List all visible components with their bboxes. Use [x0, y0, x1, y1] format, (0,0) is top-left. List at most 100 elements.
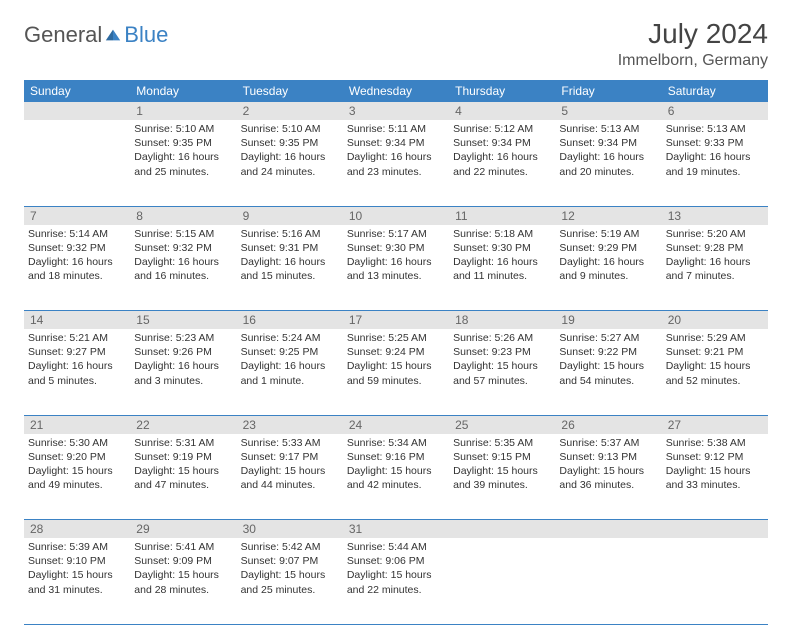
sunset-text: Sunset: 9:34 PM	[453, 136, 551, 150]
sunset-text: Sunset: 9:33 PM	[666, 136, 764, 150]
day-cell: Sunrise: 5:34 AMSunset: 9:16 PMDaylight:…	[343, 434, 449, 520]
day-number: 20	[662, 311, 768, 330]
day-details: Sunrise: 5:16 AMSunset: 9:31 PMDaylight:…	[241, 227, 339, 284]
day-details: Sunrise: 5:12 AMSunset: 9:34 PMDaylight:…	[453, 122, 551, 179]
sunrise-text: Sunrise: 5:34 AM	[347, 436, 445, 450]
sunrise-text: Sunrise: 5:16 AM	[241, 227, 339, 241]
daylight-text: Daylight: 15 hours and 52 minutes.	[666, 359, 764, 387]
sunrise-text: Sunrise: 5:25 AM	[347, 331, 445, 345]
day-details: Sunrise: 5:11 AMSunset: 9:34 PMDaylight:…	[347, 122, 445, 179]
daylight-text: Daylight: 15 hours and 33 minutes.	[666, 464, 764, 492]
day-number: 23	[237, 415, 343, 434]
day-header: Monday	[130, 80, 236, 102]
day-cell: Sunrise: 5:12 AMSunset: 9:34 PMDaylight:…	[449, 120, 555, 206]
day-details: Sunrise: 5:21 AMSunset: 9:27 PMDaylight:…	[28, 331, 126, 388]
day-cell: Sunrise: 5:38 AMSunset: 9:12 PMDaylight:…	[662, 434, 768, 520]
day-cell	[555, 538, 661, 624]
daylight-text: Daylight: 16 hours and 13 minutes.	[347, 255, 445, 283]
day-cell: Sunrise: 5:18 AMSunset: 9:30 PMDaylight:…	[449, 225, 555, 311]
day-number: 25	[449, 415, 555, 434]
day-number-row: 14151617181920	[24, 311, 768, 330]
sunrise-text: Sunrise: 5:33 AM	[241, 436, 339, 450]
day-cell: Sunrise: 5:23 AMSunset: 9:26 PMDaylight:…	[130, 329, 236, 415]
day-cell: Sunrise: 5:13 AMSunset: 9:34 PMDaylight:…	[555, 120, 661, 206]
day-number: 15	[130, 311, 236, 330]
sunrise-text: Sunrise: 5:37 AM	[559, 436, 657, 450]
sunrise-text: Sunrise: 5:13 AM	[666, 122, 764, 136]
day-number: 28	[24, 520, 130, 539]
sunset-text: Sunset: 9:06 PM	[347, 554, 445, 568]
daylight-text: Daylight: 15 hours and 31 minutes.	[28, 568, 126, 596]
sunset-text: Sunset: 9:12 PM	[666, 450, 764, 464]
daylight-text: Daylight: 15 hours and 39 minutes.	[453, 464, 551, 492]
daylight-text: Daylight: 16 hours and 19 minutes.	[666, 150, 764, 178]
sunrise-text: Sunrise: 5:18 AM	[453, 227, 551, 241]
sunset-text: Sunset: 9:35 PM	[241, 136, 339, 150]
day-cell: Sunrise: 5:30 AMSunset: 9:20 PMDaylight:…	[24, 434, 130, 520]
day-details: Sunrise: 5:34 AMSunset: 9:16 PMDaylight:…	[347, 436, 445, 493]
day-number: 13	[662, 206, 768, 225]
day-details: Sunrise: 5:42 AMSunset: 9:07 PMDaylight:…	[241, 540, 339, 597]
sunset-text: Sunset: 9:30 PM	[347, 241, 445, 255]
day-number: 7	[24, 206, 130, 225]
sunset-text: Sunset: 9:34 PM	[347, 136, 445, 150]
sunset-text: Sunset: 9:20 PM	[28, 450, 126, 464]
day-cell: Sunrise: 5:19 AMSunset: 9:29 PMDaylight:…	[555, 225, 661, 311]
day-details: Sunrise: 5:13 AMSunset: 9:33 PMDaylight:…	[666, 122, 764, 179]
day-cell: Sunrise: 5:17 AMSunset: 9:30 PMDaylight:…	[343, 225, 449, 311]
day-header: Friday	[555, 80, 661, 102]
sunset-text: Sunset: 9:24 PM	[347, 345, 445, 359]
day-number	[24, 102, 130, 120]
day-number: 16	[237, 311, 343, 330]
daylight-text: Daylight: 16 hours and 5 minutes.	[28, 359, 126, 387]
day-content-row: Sunrise: 5:39 AMSunset: 9:10 PMDaylight:…	[24, 538, 768, 624]
day-cell: Sunrise: 5:20 AMSunset: 9:28 PMDaylight:…	[662, 225, 768, 311]
day-details: Sunrise: 5:17 AMSunset: 9:30 PMDaylight:…	[347, 227, 445, 284]
day-header-row: Sunday Monday Tuesday Wednesday Thursday…	[24, 80, 768, 102]
day-details: Sunrise: 5:13 AMSunset: 9:34 PMDaylight:…	[559, 122, 657, 179]
day-header: Thursday	[449, 80, 555, 102]
sunrise-text: Sunrise: 5:31 AM	[134, 436, 232, 450]
sunrise-text: Sunrise: 5:30 AM	[28, 436, 126, 450]
day-number-row: 123456	[24, 102, 768, 120]
day-content-row: Sunrise: 5:14 AMSunset: 9:32 PMDaylight:…	[24, 225, 768, 311]
daylight-text: Daylight: 15 hours and 25 minutes.	[241, 568, 339, 596]
day-details: Sunrise: 5:38 AMSunset: 9:12 PMDaylight:…	[666, 436, 764, 493]
sunset-text: Sunset: 9:15 PM	[453, 450, 551, 464]
day-cell	[449, 538, 555, 624]
brand-logo: General Blue	[24, 22, 168, 48]
day-header: Saturday	[662, 80, 768, 102]
day-number: 17	[343, 311, 449, 330]
day-number	[555, 520, 661, 539]
day-number: 11	[449, 206, 555, 225]
daylight-text: Daylight: 16 hours and 3 minutes.	[134, 359, 232, 387]
sunrise-text: Sunrise: 5:15 AM	[134, 227, 232, 241]
sunrise-text: Sunrise: 5:29 AM	[666, 331, 764, 345]
day-number: 26	[555, 415, 661, 434]
daylight-text: Daylight: 16 hours and 18 minutes.	[28, 255, 126, 283]
daylight-text: Daylight: 16 hours and 20 minutes.	[559, 150, 657, 178]
day-details: Sunrise: 5:30 AMSunset: 9:20 PMDaylight:…	[28, 436, 126, 493]
daylight-text: Daylight: 16 hours and 16 minutes.	[134, 255, 232, 283]
day-details: Sunrise: 5:44 AMSunset: 9:06 PMDaylight:…	[347, 540, 445, 597]
day-details: Sunrise: 5:31 AMSunset: 9:19 PMDaylight:…	[134, 436, 232, 493]
flag-icon	[104, 26, 122, 44]
daylight-text: Daylight: 15 hours and 54 minutes.	[559, 359, 657, 387]
daylight-text: Daylight: 15 hours and 47 minutes.	[134, 464, 232, 492]
sunset-text: Sunset: 9:26 PM	[134, 345, 232, 359]
sunrise-text: Sunrise: 5:10 AM	[241, 122, 339, 136]
day-cell: Sunrise: 5:16 AMSunset: 9:31 PMDaylight:…	[237, 225, 343, 311]
daylight-text: Daylight: 15 hours and 57 minutes.	[453, 359, 551, 387]
day-number: 1	[130, 102, 236, 120]
sunrise-text: Sunrise: 5:11 AM	[347, 122, 445, 136]
brand-part2: Blue	[124, 22, 168, 48]
sunrise-text: Sunrise: 5:21 AM	[28, 331, 126, 345]
day-number	[662, 520, 768, 539]
day-details: Sunrise: 5:18 AMSunset: 9:30 PMDaylight:…	[453, 227, 551, 284]
day-cell: Sunrise: 5:27 AMSunset: 9:22 PMDaylight:…	[555, 329, 661, 415]
day-cell: Sunrise: 5:39 AMSunset: 9:10 PMDaylight:…	[24, 538, 130, 624]
title-block: July 2024 Immelborn, Germany	[618, 18, 768, 70]
day-cell: Sunrise: 5:10 AMSunset: 9:35 PMDaylight:…	[237, 120, 343, 206]
day-cell: Sunrise: 5:26 AMSunset: 9:23 PMDaylight:…	[449, 329, 555, 415]
day-cell: Sunrise: 5:24 AMSunset: 9:25 PMDaylight:…	[237, 329, 343, 415]
